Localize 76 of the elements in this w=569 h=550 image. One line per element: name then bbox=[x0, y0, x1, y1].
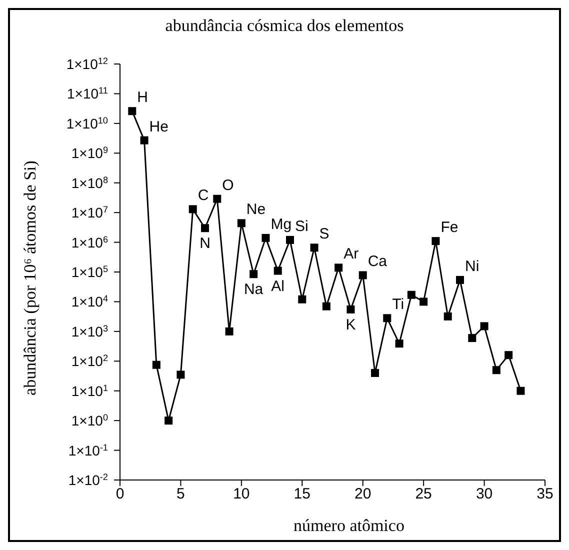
annotation: H bbox=[137, 89, 148, 106]
annotation: O bbox=[222, 176, 234, 194]
point bbox=[371, 368, 379, 377]
y-tick-label: 1×10$^{12}$ bbox=[66, 56, 108, 72]
x-tick-label: 10 bbox=[233, 486, 250, 503]
point bbox=[480, 322, 488, 330]
point bbox=[407, 290, 416, 299]
point bbox=[444, 312, 452, 320]
y-tick-label: 1×10$^{2}$ bbox=[71, 353, 108, 370]
annotation: N bbox=[200, 235, 210, 252]
point bbox=[456, 276, 464, 284]
y-tick-label: 1×10$^{1}$ bbox=[71, 382, 108, 399]
x-tick-label: 5 bbox=[176, 486, 185, 503]
annotation: Na bbox=[244, 281, 264, 298]
point bbox=[128, 107, 136, 116]
point bbox=[188, 205, 197, 214]
x-tick-label: 0 bbox=[116, 486, 124, 503]
y-tick-label: 1×10$^{10}$ bbox=[66, 115, 108, 132]
annotation: Fe bbox=[440, 219, 458, 236]
y-tick-label: 1×10$^{11}$ bbox=[67, 86, 108, 102]
x-tick-label: 35 bbox=[536, 486, 554, 503]
annotation: K bbox=[346, 316, 356, 334]
point bbox=[250, 270, 258, 278]
y-tick-label: 1×10$^{7}$ bbox=[71, 204, 108, 221]
y-tick-label: 1×10$^{0}$ bbox=[71, 412, 108, 429]
x-tick-label: 15 bbox=[294, 486, 310, 503]
x-axis-title: número atômico bbox=[292, 516, 406, 536]
point bbox=[262, 234, 270, 242]
point bbox=[237, 219, 246, 228]
point bbox=[516, 386, 525, 395]
y-tick-label: 1×10$^{3}$ bbox=[71, 323, 108, 340]
point bbox=[395, 340, 404, 348]
annotation: Ne bbox=[246, 201, 266, 218]
point bbox=[346, 305, 355, 314]
point bbox=[225, 327, 234, 336]
x-tick-label: 30 bbox=[476, 486, 493, 503]
x-tick-label: 20 bbox=[354, 486, 372, 503]
y-tick-label: 1×10$^{8}$ bbox=[71, 174, 108, 191]
y-tick-label: 1×10$^{5}$ bbox=[71, 264, 108, 280]
annotation: Si bbox=[295, 218, 308, 235]
y-tick-label: 1×10$^{-2}$ bbox=[68, 472, 108, 488]
annotation: C bbox=[198, 187, 209, 204]
annotation: Ti bbox=[392, 296, 404, 314]
annotation: Ar bbox=[344, 246, 359, 263]
point bbox=[201, 224, 209, 232]
point bbox=[468, 334, 476, 342]
x-tick-label: 25 bbox=[415, 486, 432, 503]
annotation: Mg bbox=[270, 216, 292, 233]
point bbox=[213, 194, 222, 203]
annotation: S bbox=[319, 226, 330, 243]
point bbox=[504, 351, 513, 360]
point bbox=[164, 416, 173, 425]
y-tick-label: 1×10$^{-1}$ bbox=[68, 442, 108, 458]
point bbox=[383, 314, 392, 322]
y-tick-label: 1×10$^{4}$ bbox=[71, 294, 108, 310]
point bbox=[298, 295, 306, 304]
annotation: Al bbox=[271, 278, 285, 295]
point bbox=[140, 136, 148, 144]
point bbox=[286, 236, 294, 244]
point bbox=[274, 266, 282, 275]
point bbox=[310, 244, 318, 252]
y-tick-label: 1×10$^{9}$ bbox=[71, 145, 108, 162]
annotation: He bbox=[149, 118, 168, 136]
point bbox=[334, 264, 343, 272]
point bbox=[152, 360, 160, 369]
point bbox=[420, 298, 428, 306]
y-tick-label: 1×10$^{6}$ bbox=[71, 234, 108, 250]
point bbox=[492, 366, 500, 374]
annotation: Ni bbox=[465, 258, 480, 275]
annotation: Ca bbox=[368, 253, 388, 270]
chart-title: abundância cósmica dos elementos bbox=[164, 16, 405, 36]
point bbox=[432, 237, 440, 246]
point bbox=[176, 370, 185, 379]
point bbox=[358, 271, 367, 280]
y-axis-title: abundância (por 10⁶ átomos de Si) bbox=[20, 160, 40, 395]
point bbox=[322, 302, 330, 310]
